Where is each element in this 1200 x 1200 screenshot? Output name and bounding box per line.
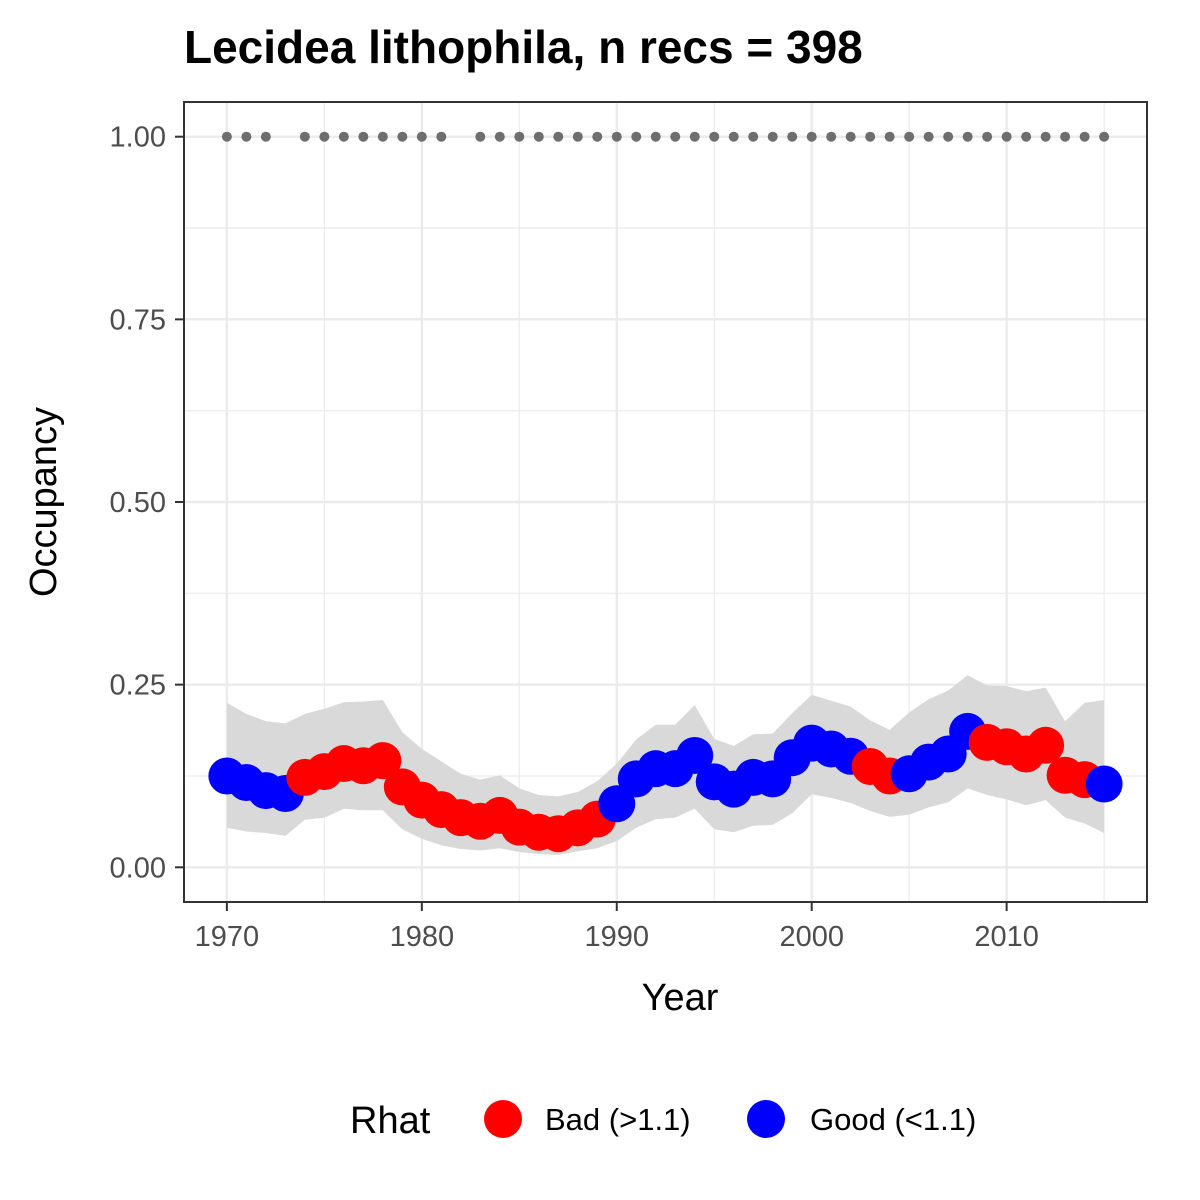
record-dot: [748, 131, 759, 142]
legend-bad-key: [484, 1100, 522, 1138]
x-tick-label: 2000: [779, 921, 844, 953]
record-dots: [221, 131, 1110, 142]
record-dot: [884, 131, 895, 142]
record-dot: [1001, 131, 1012, 142]
record-dot: [319, 131, 330, 142]
x-tick-label: 1970: [195, 921, 260, 953]
record-dot: [572, 131, 583, 142]
y-axis: 0.00 0.25 0.50 0.75 1.00: [110, 122, 184, 884]
record-dot: [436, 131, 447, 142]
record-dot: [611, 131, 622, 142]
record-dot: [221, 131, 232, 142]
data-point: [676, 737, 714, 775]
y-tick-label: 1.00: [110, 122, 166, 154]
y-axis-title: Occupancy: [23, 407, 65, 597]
record-dot: [787, 131, 798, 142]
record-dot: [650, 131, 661, 142]
x-axis-title: Year: [642, 977, 719, 1019]
record-dot: [767, 131, 778, 142]
record-dot: [826, 131, 837, 142]
record-dot: [416, 131, 427, 142]
record-dot: [358, 131, 369, 142]
record-dot: [299, 131, 310, 142]
x-tick-label: 1990: [585, 921, 650, 953]
record-dot: [962, 131, 973, 142]
record-dot: [241, 131, 252, 142]
legend-title: Rhat: [350, 1100, 431, 1142]
record-dot: [982, 131, 993, 142]
record-dot: [806, 131, 817, 142]
x-tick-label: 2010: [974, 921, 1039, 953]
record-dot: [943, 131, 954, 142]
record-dot: [865, 131, 876, 142]
record-dot: [923, 131, 934, 142]
record-dot: [338, 131, 349, 142]
record-dot: [904, 131, 915, 142]
y-tick-label: 0.75: [110, 304, 166, 336]
legend-bad-label: Bad (>1.1): [545, 1102, 691, 1137]
y-tick-label: 0.25: [110, 670, 166, 702]
record-dot: [631, 131, 642, 142]
y-tick-label: 0.50: [110, 487, 166, 519]
record-dot: [494, 131, 505, 142]
record-dot: [1099, 131, 1110, 142]
record-dot: [670, 131, 681, 142]
record-dot: [689, 131, 700, 142]
record-dot: [1040, 131, 1051, 142]
y-tick-label: 0.00: [110, 852, 166, 884]
data-point: [598, 785, 636, 823]
record-dot: [397, 131, 408, 142]
x-axis: 1970 1980 1990 2000 2010: [195, 902, 1039, 953]
data-point: [1027, 726, 1065, 764]
record-dot: [845, 131, 856, 142]
record-dot: [1079, 131, 1090, 142]
data-point: [364, 742, 402, 780]
legend: Rhat Bad (>1.1) Good (<1.1): [350, 1100, 976, 1142]
occupancy-points: [208, 712, 1123, 853]
legend-good-key: [747, 1100, 785, 1138]
record-dot: [728, 131, 739, 142]
legend-good-label: Good (<1.1): [810, 1102, 976, 1137]
record-dot: [592, 131, 603, 142]
data-point: [1085, 765, 1123, 803]
record-dot: [260, 131, 271, 142]
chart-title: Lecidea lithophila, n recs = 398: [184, 21, 863, 73]
record-dot: [533, 131, 544, 142]
record-dot: [1060, 131, 1071, 142]
record-dot: [709, 131, 720, 142]
record-dot: [1021, 131, 1032, 142]
x-tick-label: 1980: [390, 921, 455, 953]
record-dot: [553, 131, 564, 142]
record-dot: [514, 131, 525, 142]
record-dot: [475, 131, 486, 142]
record-dot: [377, 131, 388, 142]
